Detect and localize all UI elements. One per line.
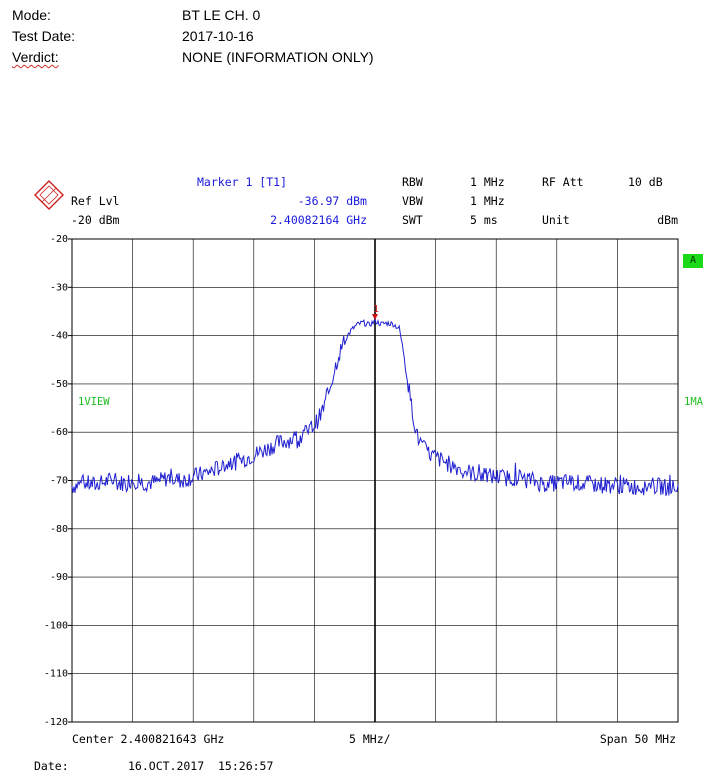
marker-title: Marker 1 [T1] (197, 175, 288, 189)
marker-1-label: 1 (373, 304, 379, 315)
view-label: 1VIEW (78, 396, 110, 408)
y-tick-label: -60 (50, 427, 68, 438)
y-tick-label: -70 (50, 476, 68, 487)
vbw-value: 1 MHz (470, 194, 505, 208)
footer-date-label: Date: (34, 759, 69, 773)
verdict-label: Verdict: (12, 49, 59, 65)
rf-att-label: RF Att (542, 175, 584, 189)
rbw-label: RBW (402, 175, 423, 189)
vbw-label: VBW (402, 194, 423, 208)
rohde-schwarz-logo-icon (34, 180, 64, 210)
mode-value: BT LE CH. 0 (182, 7, 261, 23)
y-tick-label: -100 (44, 620, 68, 631)
y-tick-label: -90 (50, 572, 68, 583)
swt-value: 5 ms (470, 213, 498, 227)
y-tick-label: -50 (50, 379, 68, 390)
y-tick-label: -40 (50, 331, 68, 342)
unit-value: dBm (657, 213, 678, 227)
y-tick-label: -30 (50, 282, 68, 293)
ref-level-label: Ref Lvl (71, 194, 120, 208)
y-tick-label: -110 (44, 669, 68, 680)
trace-a-badge: A (683, 254, 703, 268)
test-date-value: 2017-10-16 (182, 28, 254, 44)
y-tick-label: -120 (44, 717, 68, 728)
test-date-label: Test Date: (12, 28, 76, 44)
trace-mode-label: 1MA (684, 396, 703, 408)
unit-label: Unit (542, 213, 570, 227)
rf-att-value: 10 dB (628, 175, 663, 189)
center-frequency-label: Center 2.400821643 GHz (72, 732, 225, 746)
mode-label: Mode: (12, 7, 51, 23)
swt-label: SWT (402, 213, 423, 227)
division-label: 5 MHz/ (349, 732, 391, 746)
y-tick-label: -20 (50, 234, 68, 245)
ref-level-value: -20 dBm (71, 213, 120, 227)
verdict-value: NONE (INFORMATION ONLY) (182, 49, 374, 65)
y-tick-label: -80 (50, 524, 68, 535)
marker-frequency: 2.40082164 GHz (270, 213, 367, 227)
span-label: Span 50 MHz (599, 732, 676, 746)
marker-1-triangle (372, 313, 378, 320)
marker-level: -36.97 dBm (297, 194, 367, 208)
footer-date-value: 16.OCT.2017 15:26:57 (128, 759, 274, 773)
rbw-value: 1 MHz (470, 175, 505, 189)
